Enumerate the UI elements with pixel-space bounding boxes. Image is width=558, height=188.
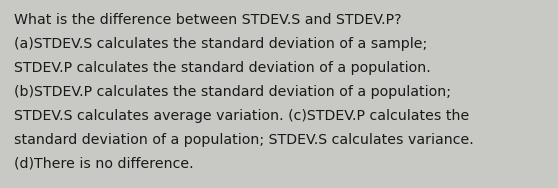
Text: STDEV.P calculates the standard deviation of a population.: STDEV.P calculates the standard deviatio… <box>14 61 431 75</box>
Text: STDEV.S calculates average variation. (c)STDEV.P calculates the: STDEV.S calculates average variation. (c… <box>14 109 469 123</box>
Text: (a)STDEV.S calculates the standard deviation of a sample;: (a)STDEV.S calculates the standard devia… <box>14 37 427 51</box>
Text: What is the difference between STDEV.S and STDEV.P?: What is the difference between STDEV.S a… <box>14 13 402 27</box>
Text: standard deviation of a population; STDEV.S calculates variance.: standard deviation of a population; STDE… <box>14 133 474 146</box>
Text: (b)STDEV.P calculates the standard deviation of a population;: (b)STDEV.P calculates the standard devia… <box>14 85 451 99</box>
Text: (d)There is no difference.: (d)There is no difference. <box>14 156 194 170</box>
